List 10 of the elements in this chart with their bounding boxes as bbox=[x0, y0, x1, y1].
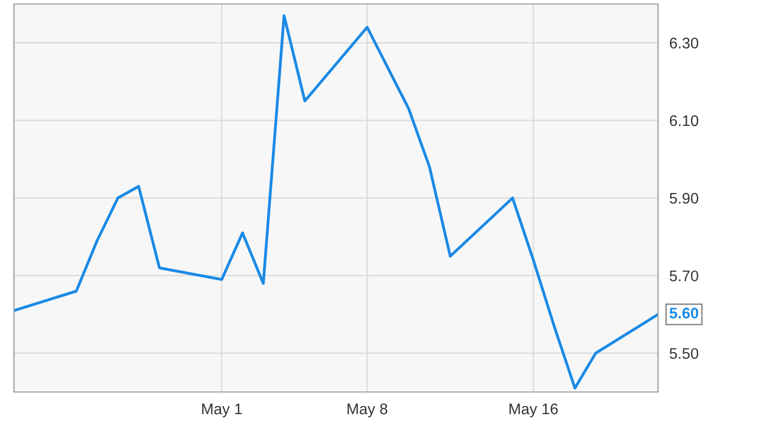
line-series bbox=[14, 14, 658, 390]
y-tick-label: 5.90 bbox=[670, 192, 698, 204]
y-tick-label: 6.10 bbox=[670, 115, 698, 126]
y-tick-label: 5.70 bbox=[670, 270, 698, 282]
x-tick-label: May 16 bbox=[510, 404, 558, 418]
y-tick-label: 6.30 bbox=[670, 38, 698, 48]
y-tick-label: 5.50 bbox=[670, 348, 698, 359]
x-tick-label: May 1 bbox=[202, 404, 242, 418]
x-tick-label: May 8 bbox=[348, 404, 388, 418]
data-label: 5.60 bbox=[670, 308, 698, 318]
